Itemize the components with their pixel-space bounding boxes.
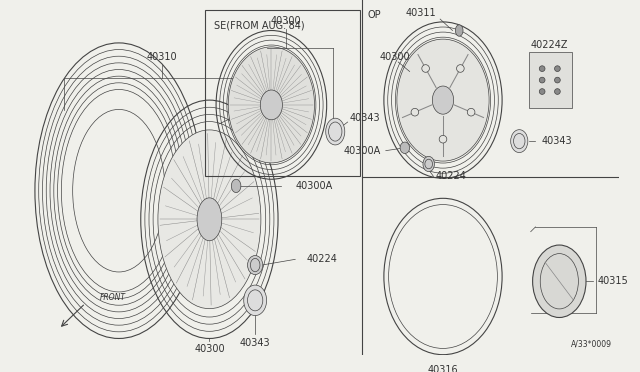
Ellipse shape (228, 47, 314, 163)
Ellipse shape (540, 77, 545, 83)
Ellipse shape (248, 256, 263, 275)
Ellipse shape (439, 135, 447, 143)
Bar (529, 52, 572, 108)
Text: 40311: 40311 (271, 95, 302, 105)
Ellipse shape (400, 142, 410, 154)
Ellipse shape (422, 65, 429, 72)
Ellipse shape (231, 179, 241, 193)
Ellipse shape (411, 108, 419, 116)
Text: 40300: 40300 (270, 16, 301, 26)
Ellipse shape (511, 130, 528, 153)
Ellipse shape (423, 156, 435, 171)
Text: 40300: 40300 (379, 52, 410, 62)
Ellipse shape (554, 66, 560, 71)
Ellipse shape (554, 89, 560, 94)
Text: 40300A: 40300A (344, 146, 381, 155)
Text: 40224Z: 40224Z (531, 40, 568, 50)
Text: 40343: 40343 (349, 113, 380, 123)
Ellipse shape (244, 285, 267, 315)
Ellipse shape (540, 89, 545, 94)
Text: 40343: 40343 (240, 338, 271, 348)
Text: FRONT: FRONT (100, 293, 125, 302)
Ellipse shape (260, 90, 282, 120)
Text: 40311: 40311 (406, 8, 436, 18)
Ellipse shape (456, 25, 463, 36)
Ellipse shape (73, 109, 165, 272)
Ellipse shape (197, 198, 221, 241)
Ellipse shape (532, 245, 586, 317)
Bar (205, 10, 360, 176)
Text: 40343: 40343 (541, 136, 572, 146)
Ellipse shape (456, 65, 464, 72)
Text: 40310: 40310 (147, 52, 177, 62)
Text: 40316: 40316 (428, 365, 458, 372)
Ellipse shape (433, 86, 454, 114)
Ellipse shape (397, 39, 489, 161)
Text: 40315: 40315 (598, 276, 628, 286)
Text: SE(FROM AUG.'84): SE(FROM AUG.'84) (214, 21, 305, 31)
Text: 40300: 40300 (194, 344, 225, 354)
Ellipse shape (467, 108, 475, 116)
Ellipse shape (326, 118, 345, 145)
Ellipse shape (158, 130, 261, 309)
Text: OP: OP (367, 10, 381, 20)
Text: 40224: 40224 (435, 171, 467, 182)
Ellipse shape (540, 66, 545, 71)
Ellipse shape (554, 77, 560, 83)
Text: 40224: 40224 (307, 254, 337, 264)
Text: 40300A: 40300A (295, 181, 332, 191)
Text: A/33*0009: A/33*0009 (571, 340, 612, 349)
